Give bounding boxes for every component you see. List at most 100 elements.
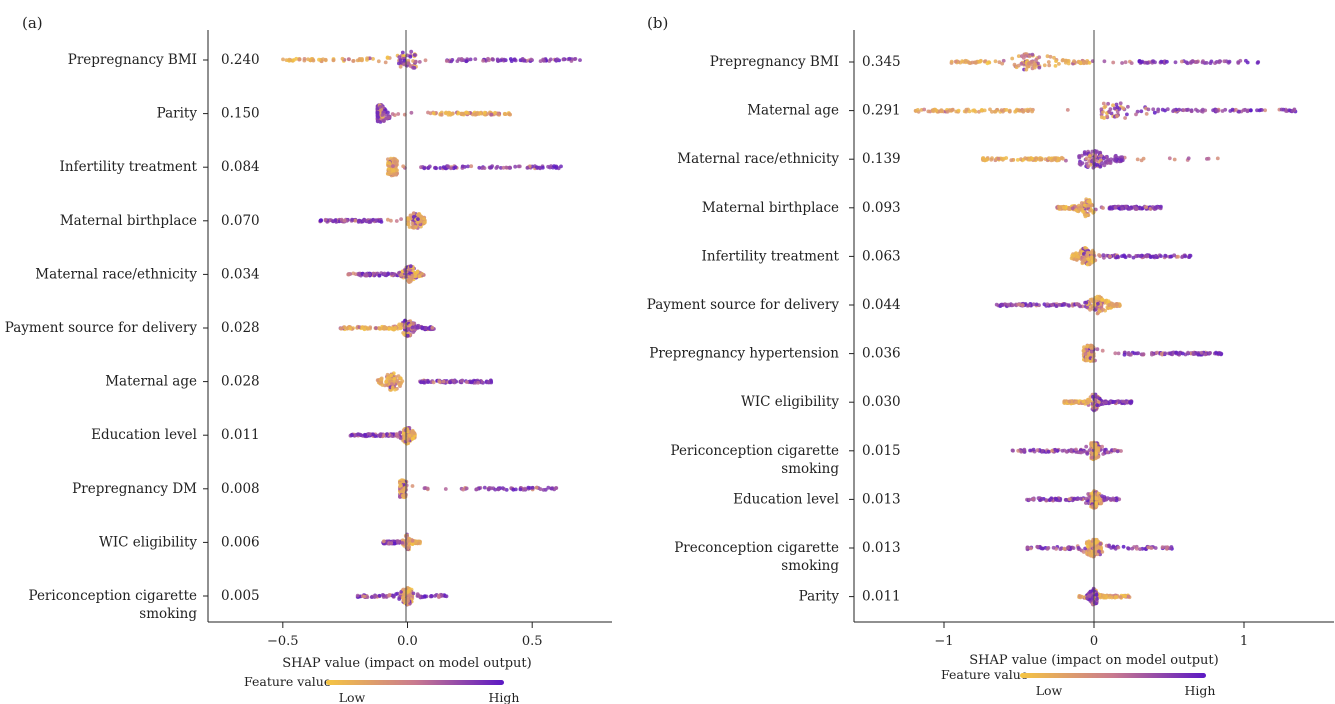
shap-point bbox=[401, 164, 406, 169]
shap-point bbox=[464, 110, 469, 115]
shap-point bbox=[1102, 156, 1106, 161]
shap-point bbox=[1111, 60, 1116, 65]
shap-point bbox=[292, 58, 296, 62]
shap-point bbox=[1227, 59, 1232, 64]
shap-point bbox=[1146, 545, 1151, 550]
shap-point bbox=[1062, 302, 1067, 306]
shap-point bbox=[486, 487, 491, 492]
panel-b-colorbar-high: High bbox=[1185, 683, 1216, 698]
shap-point bbox=[1180, 351, 1185, 356]
shap-point bbox=[1074, 258, 1079, 262]
shap-point bbox=[412, 53, 417, 57]
shap-point bbox=[444, 59, 449, 63]
shap-point bbox=[1107, 543, 1111, 548]
shap-point bbox=[1067, 497, 1072, 502]
shap-point bbox=[1168, 254, 1173, 259]
shap-point bbox=[1066, 61, 1071, 66]
shap-point bbox=[530, 485, 535, 490]
shap-point bbox=[1138, 547, 1142, 551]
shap-point bbox=[407, 327, 411, 332]
shap-point bbox=[1081, 550, 1086, 554]
shap-point bbox=[1287, 108, 1292, 113]
shap-point bbox=[1028, 448, 1032, 453]
shap-point bbox=[1089, 349, 1094, 354]
shap-point bbox=[366, 326, 371, 331]
shap-point bbox=[1084, 156, 1089, 161]
shap-point bbox=[1090, 203, 1094, 208]
shap-point bbox=[1016, 54, 1021, 58]
feature-label: Prepregnancy DM bbox=[72, 481, 197, 497]
shap-point bbox=[1021, 108, 1025, 113]
shap-point bbox=[378, 433, 383, 438]
panel-a-dots bbox=[281, 49, 582, 607]
panel-a: (a) −0.5 0.0 0.5 Prepregnancy BMI 0.240 Pari… bbox=[5, 14, 612, 704]
shap-point bbox=[1144, 112, 1149, 116]
feature-label: Infertility treatment bbox=[60, 159, 198, 175]
shap-point bbox=[971, 108, 975, 113]
shap-point bbox=[1146, 107, 1151, 112]
shap-point bbox=[319, 218, 323, 223]
shap-point bbox=[371, 271, 376, 276]
shap-point bbox=[1093, 154, 1098, 159]
shap-point bbox=[1154, 253, 1158, 258]
shap-point bbox=[443, 487, 448, 491]
shap-point bbox=[1191, 351, 1196, 356]
shap-point bbox=[470, 112, 475, 117]
shap-point bbox=[422, 166, 427, 171]
shap-point bbox=[1072, 496, 1077, 501]
shap-point bbox=[1078, 496, 1083, 501]
shap-point bbox=[988, 107, 992, 112]
shap-point bbox=[1168, 351, 1173, 356]
shap-point bbox=[1163, 351, 1168, 356]
shap-point bbox=[377, 273, 382, 278]
shap-point bbox=[1122, 352, 1127, 357]
shap-point bbox=[360, 57, 364, 61]
shap-point bbox=[385, 432, 389, 436]
panel-a-colorbar-title: Feature value bbox=[244, 674, 331, 689]
shap-point bbox=[350, 433, 354, 437]
shap-point bbox=[1054, 59, 1058, 63]
shap-point bbox=[1111, 497, 1115, 502]
shap-point bbox=[1120, 206, 1125, 211]
shap-point bbox=[1091, 537, 1096, 542]
shap-point bbox=[1072, 59, 1076, 64]
shap-point bbox=[417, 60, 422, 64]
shap-point bbox=[1086, 398, 1091, 402]
shap-point bbox=[400, 50, 405, 55]
shap-point bbox=[1151, 107, 1156, 112]
shap-point bbox=[409, 110, 414, 115]
shap-point bbox=[297, 57, 302, 62]
shap-point bbox=[1117, 107, 1122, 111]
shap-point bbox=[1019, 157, 1023, 162]
shap-point bbox=[1071, 253, 1076, 258]
shap-point bbox=[1045, 547, 1050, 551]
shap-point bbox=[981, 156, 986, 161]
shap-point bbox=[1054, 497, 1059, 501]
shap-point bbox=[385, 372, 390, 377]
shap-point bbox=[1087, 594, 1091, 598]
shap-point bbox=[382, 271, 387, 276]
shap-point bbox=[1121, 544, 1126, 549]
shap-point bbox=[996, 156, 1001, 161]
shap-point bbox=[399, 272, 404, 277]
feature-importance: 0.070 bbox=[221, 213, 260, 229]
shap-point bbox=[1153, 546, 1158, 550]
shap-point bbox=[1190, 59, 1195, 63]
shap-point bbox=[1048, 54, 1053, 59]
shap-point bbox=[415, 220, 420, 225]
shap-point bbox=[525, 166, 530, 170]
shap-point bbox=[356, 432, 361, 437]
shap-point bbox=[546, 485, 551, 490]
shap-point bbox=[357, 272, 361, 277]
shap-point bbox=[1195, 60, 1199, 64]
shap-point bbox=[1026, 303, 1031, 308]
shap-point bbox=[385, 376, 390, 381]
shap-point bbox=[1079, 450, 1083, 455]
shap-point bbox=[403, 268, 408, 273]
shap-point bbox=[1088, 154, 1092, 158]
shap-point bbox=[390, 112, 395, 116]
shap-point bbox=[410, 539, 415, 543]
shap-point bbox=[374, 326, 378, 330]
shap-point bbox=[1108, 254, 1112, 259]
shap-point bbox=[1115, 254, 1120, 259]
